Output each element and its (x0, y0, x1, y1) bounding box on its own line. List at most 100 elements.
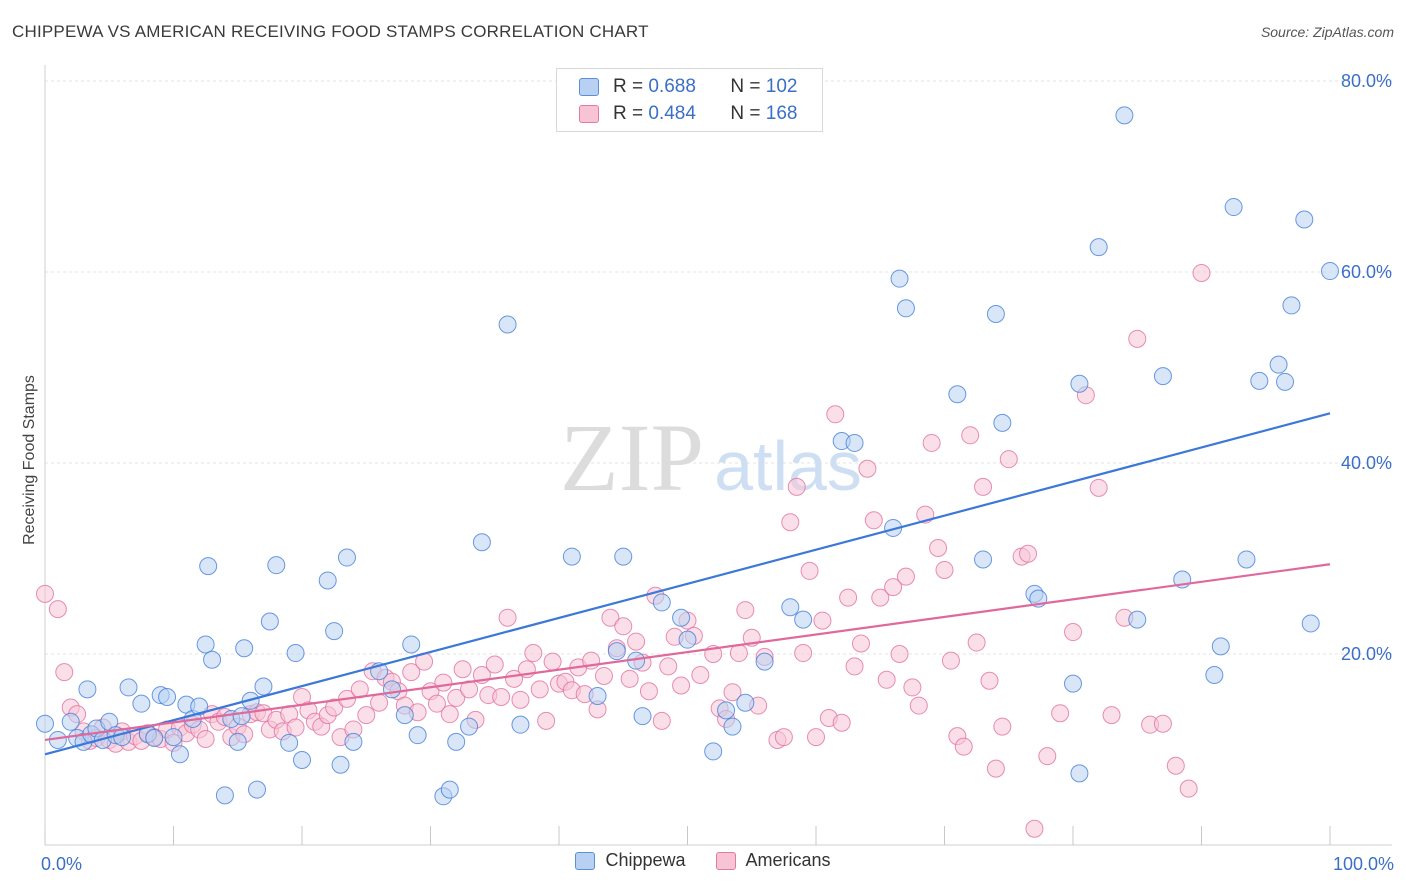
data-point-americans (781, 513, 800, 532)
data-point-chippewa (164, 728, 183, 747)
data-point-americans (1153, 714, 1172, 733)
data-point-chippewa (498, 315, 517, 334)
data-point-americans (614, 617, 633, 636)
data-point-americans (36, 584, 54, 603)
legend-label: Chippewa (605, 850, 686, 870)
data-point-americans (941, 651, 960, 670)
legend-label: Americans (745, 850, 831, 870)
chippewa-swatch (575, 851, 596, 870)
trend-line-chippewa (44, 412, 1331, 756)
data-point-chippewa (248, 780, 267, 799)
data-point-chippewa (78, 680, 97, 699)
data-point-americans (774, 728, 793, 747)
stats-box: R = 0.688 N = 102 R = 0.484 N = 168 (556, 68, 823, 132)
data-point-chippewa (460, 717, 479, 736)
data-point-americans (794, 644, 813, 663)
data-point-chippewa (1321, 262, 1339, 281)
data-point-americans (427, 694, 446, 713)
data-point-americans (858, 459, 877, 478)
data-point-americans (1025, 819, 1044, 838)
data-point-americans (460, 680, 479, 699)
data-point-chippewa (61, 712, 80, 731)
data-point-americans (807, 728, 825, 747)
data-point-americans (1179, 779, 1198, 798)
data-point-chippewa (1089, 238, 1108, 257)
trend-lines (44, 412, 1331, 756)
data-point-chippewa (1224, 198, 1243, 217)
legend-item-chippewa[interactable]: Chippewa (575, 850, 686, 871)
data-point-americans (961, 426, 980, 445)
data-point-americans (1102, 706, 1121, 725)
data-point-chippewa (145, 729, 164, 748)
watermark-zip: ZIP (560, 404, 704, 511)
data-point-chippewa (344, 732, 363, 751)
data-point-chippewa (472, 533, 491, 552)
data-point-chippewa (325, 622, 344, 641)
data-point-chippewa (890, 269, 909, 288)
stats-row-americans: R = 0.484 N = 168 (579, 101, 797, 127)
data-point-chippewa (190, 697, 209, 716)
data-point-americans (729, 644, 748, 663)
data-point-americans (993, 717, 1012, 736)
data-point-chippewa (1205, 666, 1224, 685)
data-point-americans (370, 693, 389, 712)
data-point-chippewa (228, 732, 247, 751)
data-point-chippewa (704, 742, 723, 761)
data-point-americans (55, 663, 74, 682)
data-point-americans (453, 660, 472, 679)
data-point-americans (524, 644, 543, 663)
data-point-chippewa (717, 701, 736, 720)
n-label: N = (730, 76, 761, 97)
data-point-americans (1051, 704, 1070, 723)
data-point-chippewa (286, 644, 305, 663)
data-point-chippewa (1276, 372, 1295, 391)
data-point-chippewa (132, 694, 151, 713)
data-point-chippewa (1282, 296, 1301, 315)
data-point-chippewa (948, 385, 967, 404)
data-point-chippewa (1301, 614, 1320, 633)
data-point-americans (909, 696, 928, 715)
data-point-chippewa (36, 714, 54, 733)
data-point-chippewa (395, 706, 414, 725)
data-point-americans (434, 673, 453, 692)
trend-line-americans (44, 563, 1331, 742)
data-point-chippewa (781, 598, 800, 617)
data-point-americans (890, 645, 909, 663)
legend: Chippewa Americans (0, 850, 1406, 871)
data-point-chippewa (607, 642, 626, 661)
data-point-chippewa (974, 550, 993, 569)
data-point-americans (736, 601, 755, 620)
data-point-americans (48, 600, 67, 619)
americans-swatch (715, 851, 736, 870)
data-point-chippewa (678, 630, 697, 649)
data-point-chippewa (562, 547, 581, 566)
data-point-americans (672, 676, 691, 695)
n-value: 168 (765, 103, 798, 124)
y-tick-label: 80.0% (1341, 71, 1392, 91)
data-point-chippewa (337, 548, 356, 567)
data-point-chippewa (1211, 637, 1230, 656)
data-point-chippewa (896, 299, 915, 318)
data-point-chippewa (235, 639, 254, 658)
data-point-chippewa (254, 677, 273, 696)
data-point-americans (839, 588, 858, 607)
data-point-americans (903, 678, 922, 697)
data-point-americans (986, 759, 1005, 778)
data-point-americans (627, 632, 646, 651)
data-point-americans (832, 713, 851, 732)
data-point-chippewa (196, 635, 215, 654)
source-credit: Source: ZipAtlas.com (1260, 24, 1394, 40)
n-value: 102 (765, 76, 798, 97)
legend-item-americans[interactable]: Americans (715, 850, 831, 871)
data-point-chippewa (293, 751, 311, 770)
data-point-chippewa (203, 650, 222, 669)
data-point-americans (601, 608, 620, 627)
data-point-americans (402, 663, 421, 682)
stats-row-chippewa: R = 0.688 N = 102 (579, 74, 797, 100)
data-point-chippewa (633, 707, 652, 726)
data-point-americans (884, 578, 903, 597)
data-point-americans (922, 433, 941, 452)
x-tick-label: 0.0% (41, 854, 82, 874)
data-point-chippewa (260, 612, 279, 631)
